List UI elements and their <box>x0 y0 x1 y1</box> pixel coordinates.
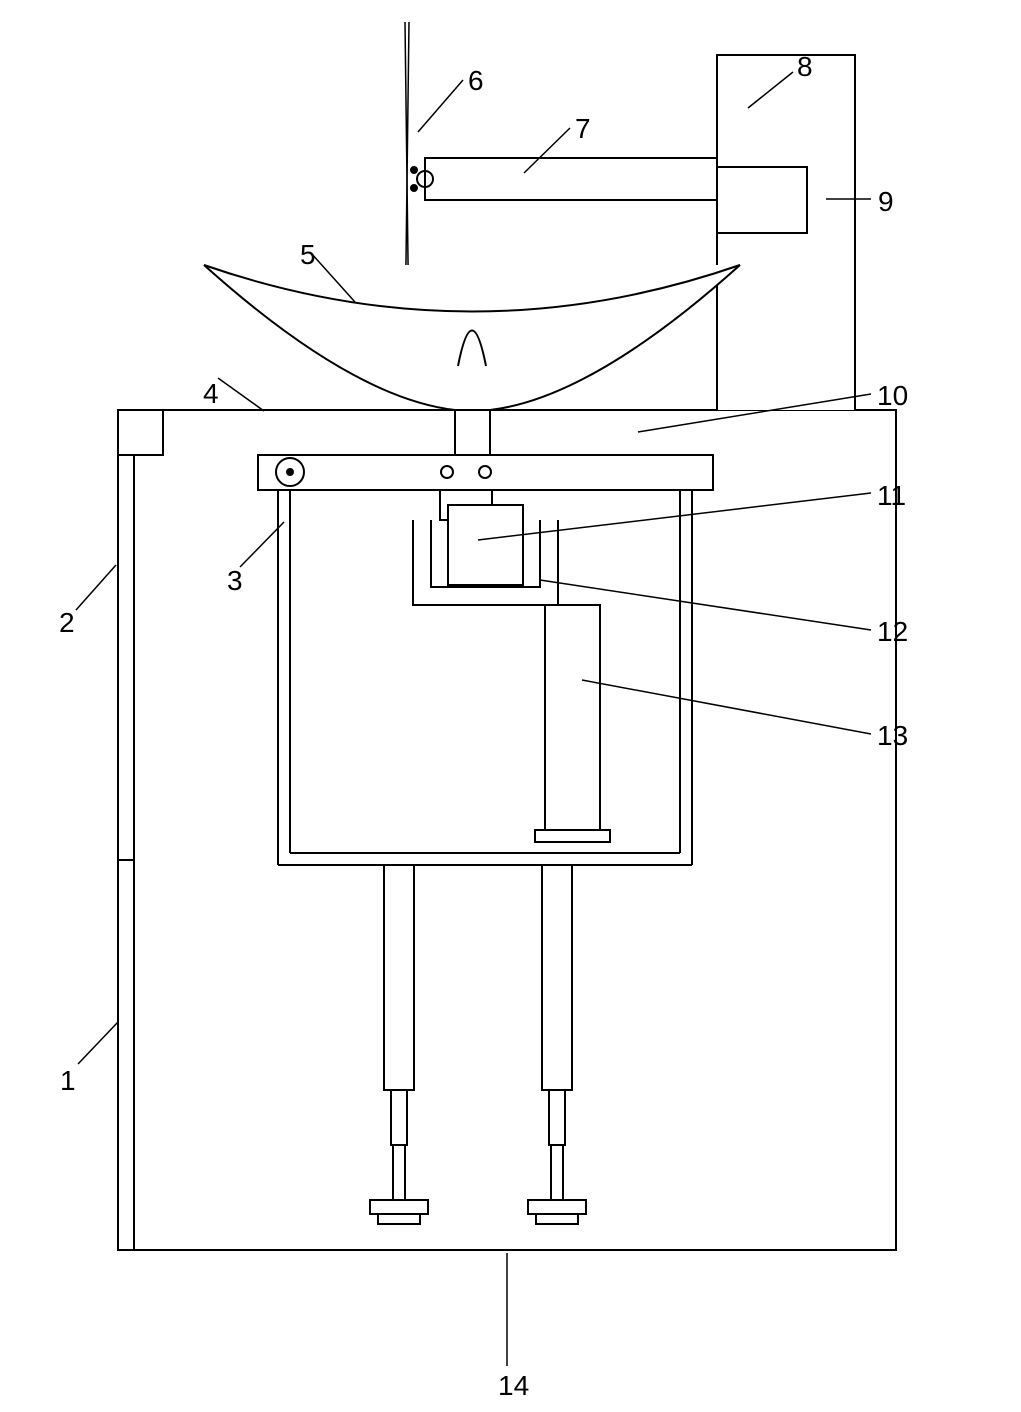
label-10: 10 <box>877 380 908 412</box>
label-6: 6 <box>468 65 484 97</box>
label-13: 13 <box>877 720 908 752</box>
label-3: 3 <box>227 565 243 597</box>
label-9: 9 <box>878 186 894 218</box>
label-11: 11 <box>877 480 906 512</box>
label-8: 8 <box>797 51 813 83</box>
label-14: 14 <box>498 1370 529 1402</box>
label-12: 12 <box>877 616 908 648</box>
label-1: 1 <box>60 1065 76 1097</box>
label-5: 5 <box>300 239 316 271</box>
label-4: 4 <box>203 378 219 410</box>
label-2: 2 <box>59 607 75 639</box>
label-7: 7 <box>575 113 591 145</box>
diagram-svg <box>0 0 1021 1412</box>
